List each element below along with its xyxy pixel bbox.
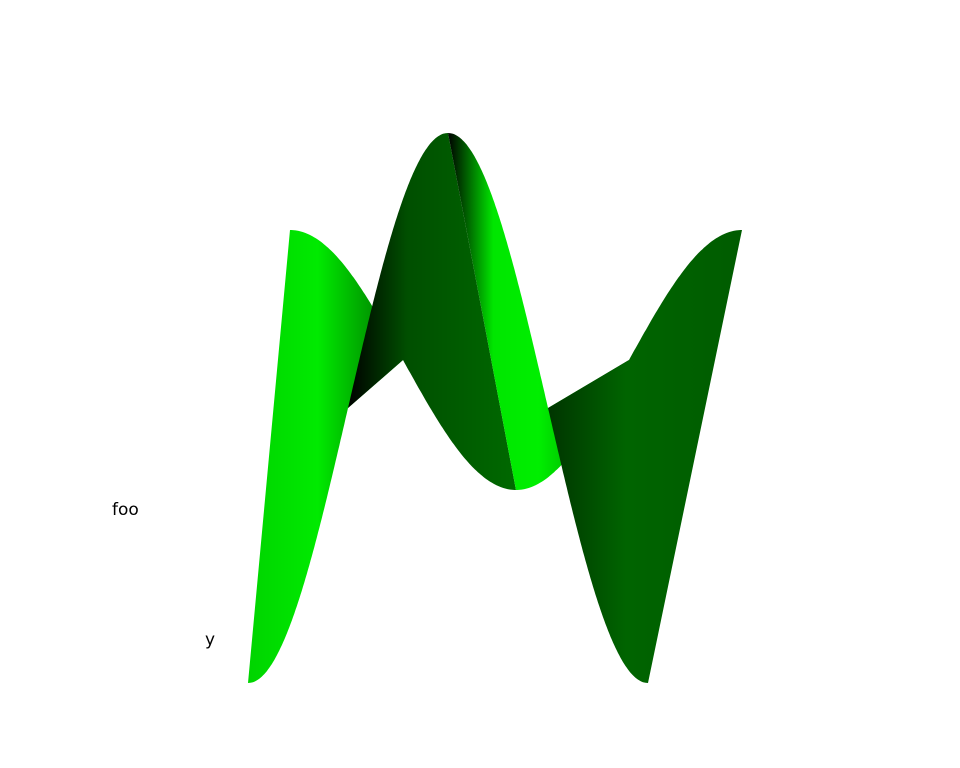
- surface-mesh: [248, 133, 742, 683]
- axis-label-y: y: [205, 630, 215, 650]
- axis-label-foo: foo: [112, 500, 139, 520]
- surface-face-4: [548, 230, 742, 683]
- surface-face-2: [348, 133, 516, 490]
